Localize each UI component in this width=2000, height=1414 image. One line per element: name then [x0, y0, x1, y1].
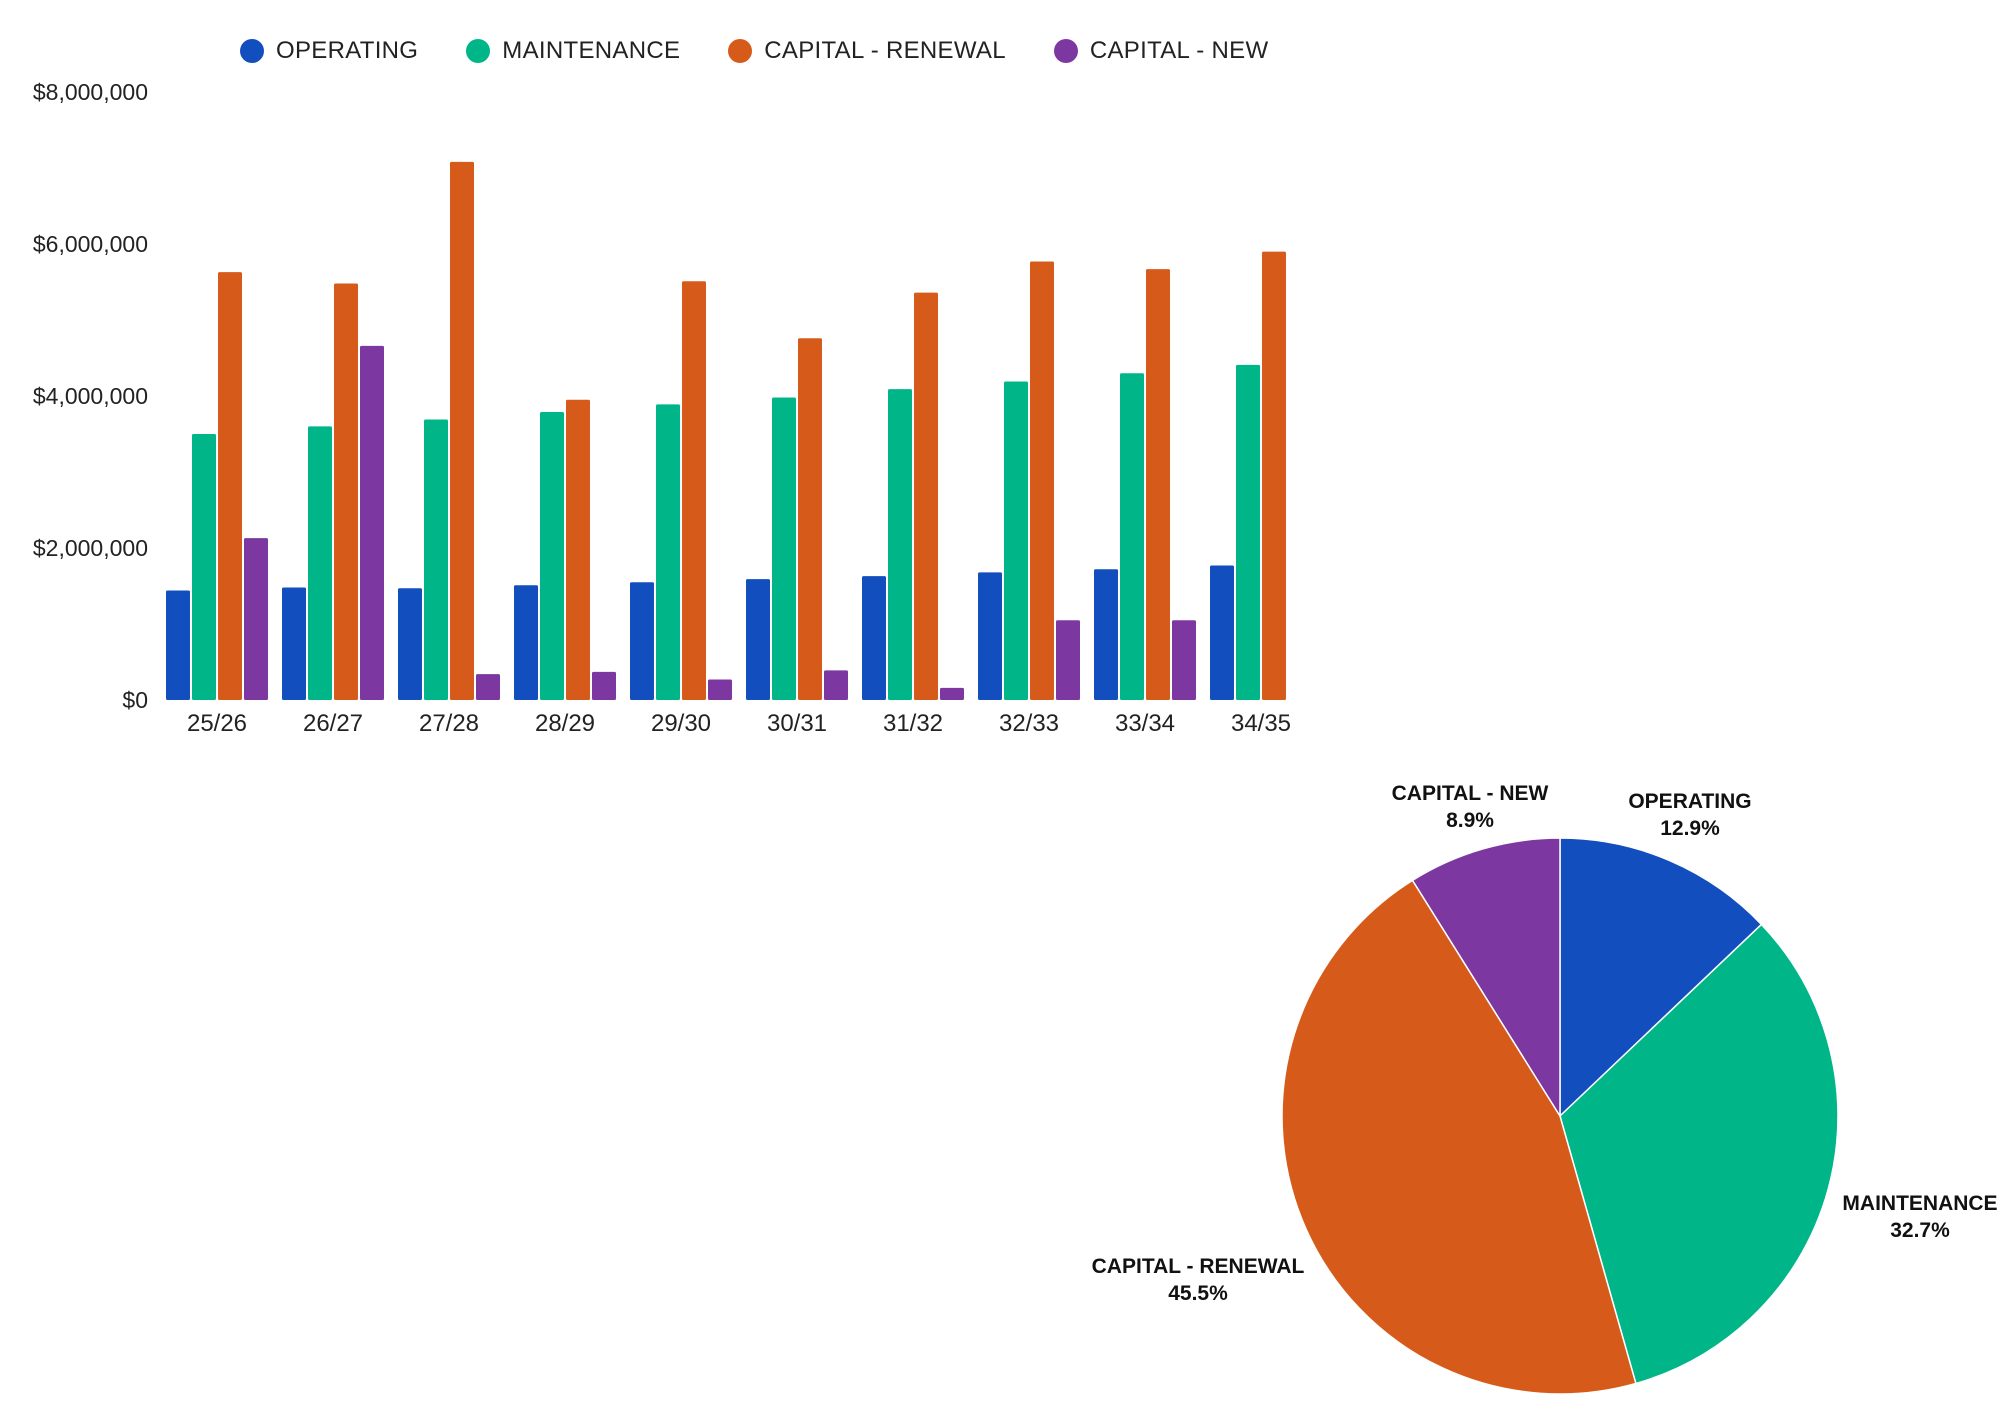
bar-operating-26-27 — [282, 587, 306, 700]
x-tick-label: 33/34 — [1115, 710, 1175, 737]
x-tick-label: 26/27 — [303, 710, 363, 737]
x-tick-label: 28/29 — [535, 710, 595, 737]
bar-maintenance-29-30 — [656, 404, 680, 700]
pie-label-percent: 32.7% — [1890, 1219, 1950, 1242]
x-tick-label: 29/30 — [651, 710, 711, 737]
bar-capital-renewal-34-35 — [1262, 251, 1286, 700]
bar-capital-new-30-31 — [824, 670, 848, 700]
bar-capital-renewal-33-34 — [1146, 269, 1170, 700]
legend-swatch — [240, 39, 264, 63]
legend-label: MAINTENANCE — [502, 37, 681, 64]
bar-capital-renewal-26-27 — [334, 283, 358, 700]
bar-capital-new-28-29 — [592, 671, 616, 700]
legend-label: OPERATING — [276, 37, 419, 64]
bar-capital-renewal-27-28 — [450, 161, 474, 701]
pie-label-name: CAPITAL - NEW — [1392, 782, 1549, 805]
legend-label: CAPITAL - RENEWAL — [764, 37, 1006, 64]
bar-capital-new-32-33 — [1056, 620, 1080, 700]
bar-maintenance-34-35 — [1236, 364, 1260, 700]
bar-operating-32-33 — [978, 572, 1002, 700]
bar-capital-new-27-28 — [476, 674, 500, 700]
pie-slice-operating — [1559, 837, 1763, 1118]
bar-maintenance-28-29 — [540, 411, 564, 700]
bar-maintenance-32-33 — [1004, 381, 1028, 700]
x-tick-label: 31/32 — [883, 710, 943, 737]
bar-maintenance-26-27 — [308, 426, 332, 700]
y-tick-label: $2,000,000 — [33, 535, 148, 561]
pie-slice-capital-renewal — [1281, 879, 1637, 1395]
bar-capital-new-29-30 — [708, 679, 732, 700]
bar-capital-new-26-27 — [360, 345, 384, 700]
y-tick-label: $0 — [122, 687, 148, 713]
bar-maintenance-30-31 — [772, 397, 796, 700]
y-tick-label: $8,000,000 — [33, 79, 148, 105]
x-tick-label: 32/33 — [999, 710, 1059, 737]
pie-label-percent: 45.5% — [1168, 1282, 1228, 1305]
bar-operating-28-29 — [514, 585, 538, 700]
bar-operating-25-26 — [166, 590, 190, 700]
pie-label-name: MAINTENANCE — [1842, 1192, 1997, 1215]
legend-item-maintenance: MAINTENANCE — [466, 37, 680, 65]
chart-legend: OPERATING MAINTENANCE CAPITAL - RENEWAL CAP… — [240, 33, 1268, 69]
bar-capital-renewal-25-26 — [218, 272, 242, 700]
bar-operating-33-34 — [1094, 569, 1118, 700]
legend-label: CAPITAL - NEW — [1089, 37, 1269, 64]
bar-operating-27-28 — [398, 588, 422, 700]
pie-slice-capital-new — [1411, 837, 1561, 1119]
bar-maintenance-27-28 — [424, 419, 448, 700]
y-tick-label: $4,000,000 — [33, 383, 148, 409]
bar-operating-30-31 — [746, 579, 770, 700]
x-tick-label: 27/28 — [419, 710, 479, 737]
bar-maintenance-33-34 — [1120, 373, 1144, 700]
bar-capital-new-25-26 — [244, 538, 268, 700]
bar-maintenance-31-32 — [888, 389, 912, 700]
pie-label-percent: 12.9% — [1660, 817, 1720, 840]
y-tick-label: $6,000,000 — [33, 231, 148, 257]
bar-capital-renewal-28-29 — [566, 399, 590, 700]
bar-capital-new-31-32 — [940, 687, 964, 700]
x-tick-label: 34/35 — [1231, 710, 1291, 737]
bar-capital-renewal-32-33 — [1030, 261, 1054, 700]
bar-maintenance-25-26 — [192, 434, 216, 700]
bar-operating-34-35 — [1210, 565, 1234, 700]
bar-capital-renewal-31-32 — [914, 292, 938, 700]
bar-operating-31-32 — [862, 576, 886, 700]
pie-label-name: CAPITAL - RENEWAL — [1092, 1255, 1305, 1278]
legend-swatch — [466, 39, 491, 63]
x-tick-label: 25/26 — [187, 710, 247, 737]
pie-label-percent: 8.9% — [1446, 809, 1494, 832]
bar-capital-renewal-29-30 — [682, 281, 706, 700]
legend-item-capital-renewal: CAPITAL - RENEWAL — [728, 37, 1006, 65]
legend-swatch — [728, 39, 753, 63]
x-tick-label: 30/31 — [767, 710, 827, 737]
legend-item-capital-new: CAPITAL - NEW — [1053, 37, 1269, 65]
bar-chart: $0 $2,000,000 $4,000,000 $6,000,000 $8,000,0… — [33, 79, 1291, 737]
pie-slice-maintenance — [1559, 923, 1839, 1385]
legend-swatch — [1053, 39, 1078, 63]
bar-capital-new-33-34 — [1172, 620, 1196, 700]
bar-operating-29-30 — [630, 582, 654, 700]
legend-item-operating: OPERATING — [240, 37, 418, 65]
pie-label-name: OPERATING — [1628, 790, 1751, 813]
bar-capital-renewal-30-31 — [798, 338, 822, 700]
